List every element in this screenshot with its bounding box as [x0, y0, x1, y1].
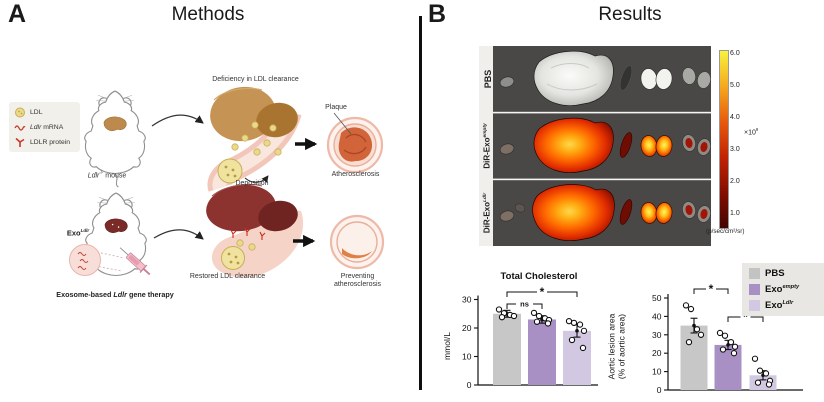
svg-text:40: 40: [652, 311, 662, 321]
imaging-label-strip: [479, 46, 493, 246]
panel-b-title: Results: [598, 4, 662, 25]
svg-text:Total Cholesterol: Total Cholesterol: [501, 271, 578, 282]
legend-item-ldl: LDL: [14, 107, 76, 118]
legend-item-pbs: PBS: [749, 268, 817, 279]
fluorescence-image: [493, 46, 711, 246]
legend-item-exo-ldlr: ExoLdlr: [749, 300, 817, 311]
panel-a-label: A: [8, 0, 27, 28]
colorbar-tick: 1.0: [730, 210, 740, 217]
healthy-vessel-icon: [329, 214, 385, 270]
chart1-ylabel: mmol/L: [442, 332, 452, 360]
svg-text:0: 0: [467, 380, 472, 390]
exo-empty-swatch: [749, 284, 760, 296]
imaging-row-label-pbs: PBS: [483, 69, 493, 89]
legend-item-protein: LDLR protein: [14, 137, 76, 148]
treated-mouse-icon: [85, 192, 151, 277]
svg-text:*: *: [709, 282, 714, 296]
imaging-row-label-exo-empty: DiR-Exoempty: [482, 123, 492, 169]
therapy-caption: Exosome-based Ldlr gene therapy: [56, 290, 174, 299]
svg-text:10: 10: [652, 367, 662, 377]
atherosclerosis-label: Atherosclerosis: [331, 171, 380, 178]
imaging-row-exo-empty: [499, 117, 711, 173]
colorbar-tick: 2.0: [730, 178, 740, 185]
panel-divider: [419, 16, 422, 390]
restored-liver-diagram: [206, 183, 304, 278]
panel-a-diagram: [69, 86, 385, 278]
svg-text:30: 30: [462, 295, 472, 305]
ldl-icon: [15, 107, 25, 118]
atherosclerosis-vessel-icon: [326, 112, 384, 174]
svg-text:10: 10: [462, 352, 472, 362]
imaging-row-pbs: [499, 50, 711, 106]
mouse-caption: Ldlr-/- mouse: [87, 170, 127, 180]
legend-item-exo-empty: Exoempty: [749, 284, 817, 295]
pbs-swatch: [749, 268, 760, 280]
svg-text:20: 20: [462, 323, 472, 333]
colorbar: [719, 50, 729, 229]
chart-legend: PBS Exoempty ExoLdlr: [742, 263, 824, 317]
exosome-icon: [69, 244, 125, 276]
preventing-label: Preventing atherosclerosis: [333, 273, 382, 289]
panel-b-label: B: [428, 0, 447, 28]
arrow-top: [151, 114, 204, 127]
aortic-lesion-chart: 0 10 20 30 40 50 * *: [652, 282, 803, 395]
panel-a-title: Methods: [171, 4, 245, 25]
colorbar-multiplier: ×109: [744, 127, 759, 137]
colorbar-tick: 3.0: [730, 146, 740, 153]
arrow-bottom: [153, 229, 204, 240]
ldlr-protein-icon: [15, 137, 25, 147]
ldlr-ko-mouse-icon: [84, 90, 146, 188]
colorbar-tick: 6.0: [730, 50, 740, 57]
deposition-label: Deposition: [235, 180, 269, 187]
svg-text:0: 0: [657, 385, 662, 395]
panel-a-legend: LDL Ldlr mRNA LDLR protein: [9, 102, 80, 152]
svg-text:*: *: [540, 285, 545, 299]
mrna-icon: [14, 125, 26, 131]
legend-item-mrna: Ldlr mRNA: [14, 122, 76, 133]
svg-text:ns: ns: [520, 300, 529, 309]
flow-bottom-title: Restored LDL clearance: [189, 273, 266, 280]
svg-text:20: 20: [652, 348, 662, 358]
flow-top-title: Deficiency in LDL clearance: [212, 76, 299, 83]
svg-text:50: 50: [652, 293, 662, 303]
deficient-liver-diagram: [207, 86, 302, 192]
svg-text:30: 30: [652, 330, 662, 340]
imaging-row-exo-ldlr: [499, 184, 711, 241]
colorbar-tick: 5.0: [730, 82, 740, 89]
plaque-label: Plaque: [325, 104, 347, 111]
exo-ldlr-label: ExoLdlr: [66, 228, 90, 238]
imaging-row-label-exo-ldlr: DiR-ExoLdlr: [482, 192, 492, 234]
svg-text:*: *: [743, 310, 748, 324]
exo-ldlr-swatch: [749, 300, 760, 312]
syringe-icon: [119, 247, 151, 276]
total-cholesterol-chart: 0 10 20 30 ns * Total Cholesterol: [462, 271, 598, 390]
chart2-ylabel: Aortic lesion area (% of aortic area): [606, 313, 627, 380]
colorbar-tick: 4.0: [730, 114, 740, 121]
colorbar-unit: (p/sec/cm²/sr): [706, 228, 745, 235]
